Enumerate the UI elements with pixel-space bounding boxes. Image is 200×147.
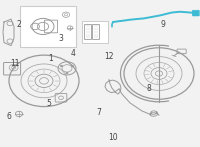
FancyBboxPatch shape bbox=[82, 21, 108, 43]
Text: 2: 2 bbox=[17, 20, 21, 29]
Text: 12: 12 bbox=[104, 52, 114, 61]
Text: 5: 5 bbox=[47, 99, 51, 108]
Circle shape bbox=[60, 65, 63, 67]
Text: 7: 7 bbox=[97, 108, 101, 117]
FancyBboxPatch shape bbox=[20, 6, 76, 47]
Text: 9: 9 bbox=[161, 20, 165, 29]
Text: 11: 11 bbox=[10, 59, 20, 69]
Text: 10: 10 bbox=[108, 133, 118, 142]
Text: 8: 8 bbox=[147, 84, 151, 93]
Text: 3: 3 bbox=[59, 34, 63, 44]
Text: 6: 6 bbox=[7, 112, 11, 121]
Text: 1: 1 bbox=[49, 54, 53, 63]
FancyBboxPatch shape bbox=[192, 10, 199, 16]
Circle shape bbox=[71, 65, 74, 67]
Circle shape bbox=[66, 72, 68, 74]
Text: 4: 4 bbox=[71, 49, 75, 58]
